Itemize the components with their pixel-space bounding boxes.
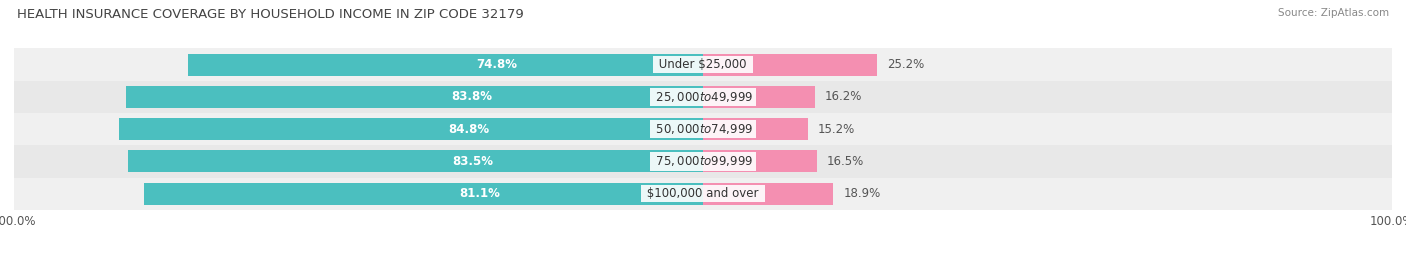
Bar <box>125 86 703 108</box>
Text: 18.9%: 18.9% <box>844 187 880 200</box>
Legend: With Coverage, Without Coverage: With Coverage, Without Coverage <box>572 266 834 269</box>
Text: $75,000 to $99,999: $75,000 to $99,999 <box>652 154 754 168</box>
Bar <box>703 183 834 205</box>
Bar <box>14 178 1392 210</box>
Bar <box>14 48 1392 81</box>
Text: 83.5%: 83.5% <box>453 155 494 168</box>
Bar <box>14 81 1392 113</box>
Text: 81.1%: 81.1% <box>460 187 501 200</box>
Bar <box>703 86 814 108</box>
Text: 16.5%: 16.5% <box>827 155 865 168</box>
Bar <box>128 150 703 172</box>
Text: 83.8%: 83.8% <box>451 90 492 103</box>
Text: 16.2%: 16.2% <box>825 90 862 103</box>
Text: HEALTH INSURANCE COVERAGE BY HOUSEHOLD INCOME IN ZIP CODE 32179: HEALTH INSURANCE COVERAGE BY HOUSEHOLD I… <box>17 8 523 21</box>
Bar <box>703 150 817 172</box>
Bar <box>14 113 1392 145</box>
Text: $25,000 to $49,999: $25,000 to $49,999 <box>652 90 754 104</box>
Text: 25.2%: 25.2% <box>887 58 924 71</box>
Text: $50,000 to $74,999: $50,000 to $74,999 <box>652 122 754 136</box>
Bar <box>703 54 876 76</box>
Text: Under $25,000: Under $25,000 <box>655 58 751 71</box>
Text: $100,000 and over: $100,000 and over <box>644 187 762 200</box>
Bar <box>703 118 807 140</box>
Text: Source: ZipAtlas.com: Source: ZipAtlas.com <box>1278 8 1389 18</box>
Text: 84.8%: 84.8% <box>449 123 489 136</box>
Text: 74.8%: 74.8% <box>477 58 517 71</box>
Bar <box>187 54 703 76</box>
Bar <box>145 183 703 205</box>
Bar <box>14 145 1392 178</box>
Text: 15.2%: 15.2% <box>818 123 855 136</box>
Bar <box>118 118 703 140</box>
